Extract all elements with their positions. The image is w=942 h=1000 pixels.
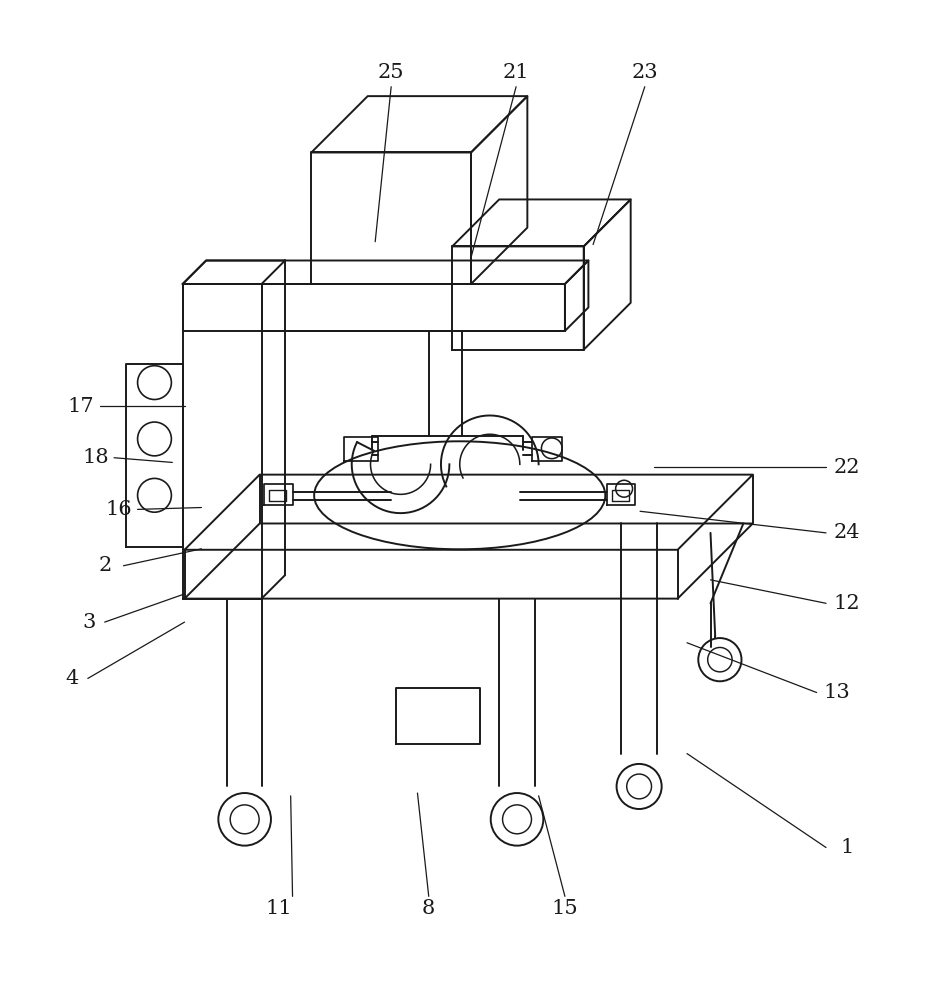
Text: 4: 4: [65, 669, 78, 688]
Text: 16: 16: [106, 500, 132, 519]
Text: 24: 24: [834, 523, 860, 542]
Text: 1: 1: [840, 838, 853, 857]
Text: 17: 17: [68, 397, 94, 416]
Text: 22: 22: [834, 458, 860, 477]
Text: 18: 18: [82, 448, 108, 467]
Text: 15: 15: [552, 899, 578, 918]
Text: 11: 11: [265, 899, 292, 918]
Text: 2: 2: [98, 556, 111, 575]
Text: 12: 12: [834, 594, 860, 613]
Text: 21: 21: [503, 63, 529, 82]
Text: 23: 23: [631, 63, 658, 82]
Text: 3: 3: [82, 613, 95, 632]
Text: 8: 8: [422, 899, 435, 918]
Text: 13: 13: [824, 683, 851, 702]
Text: 25: 25: [378, 63, 404, 82]
